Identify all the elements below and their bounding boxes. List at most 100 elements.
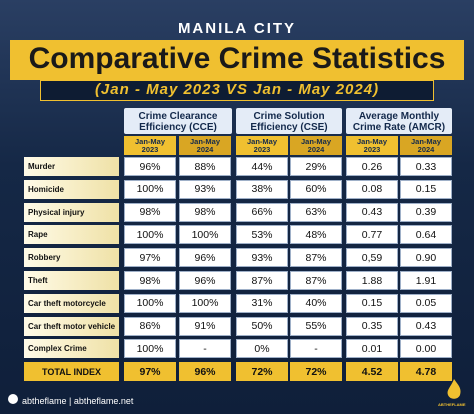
value-cell: 96% xyxy=(179,248,231,268)
value-cell: 50% xyxy=(236,316,288,336)
value-cell: 0.01 xyxy=(346,339,398,359)
text-line: 2024 xyxy=(417,145,435,154)
value-cell: 48% xyxy=(290,225,342,245)
subtitle-bar xyxy=(40,80,434,101)
value-cell: 1.91 xyxy=(400,271,452,290)
footer-handle: abtheflame | abtheflame.net xyxy=(22,396,134,406)
total-cell: 72% xyxy=(290,362,342,382)
value-cell: 97% xyxy=(124,248,176,268)
value-cell: 1.88 xyxy=(346,271,398,290)
period-header: Jan-May 2024 xyxy=(290,136,342,155)
group-header: Average Monthly Crime Rate (AMCR) xyxy=(346,108,452,134)
value-cell: 88% xyxy=(179,157,231,176)
text-line: Jan-May xyxy=(134,137,165,146)
value-cell: 63% xyxy=(290,202,342,222)
value-cell: 98% xyxy=(124,202,176,222)
total-cell: 72% xyxy=(236,362,288,382)
row-label: Rape xyxy=(24,225,119,245)
value-cell: 93% xyxy=(179,179,231,199)
text-line: 2024 xyxy=(307,145,325,154)
value-cell: - xyxy=(290,339,342,359)
total-cell: 97% xyxy=(124,362,176,382)
value-cell: 93% xyxy=(236,248,288,268)
text-line: Crime Clearance xyxy=(138,111,218,122)
value-cell: 0.15 xyxy=(400,179,452,199)
period-header: Jan-May 2023 xyxy=(346,136,398,155)
value-cell: 96% xyxy=(124,157,176,176)
row-label: Car theft motor vehicle xyxy=(24,316,119,336)
value-cell: 0.00 xyxy=(400,339,452,359)
subtitle: (Jan - May 2023 VS Jan - May 2024) xyxy=(94,81,380,98)
title-bar xyxy=(10,40,464,80)
total-cell: 4.52 xyxy=(346,362,398,382)
value-cell: 60% xyxy=(290,179,342,199)
value-cell: 91% xyxy=(179,316,231,336)
value-cell: 100% xyxy=(179,293,231,313)
row-label: Homicide xyxy=(24,179,119,199)
value-cell: 100% xyxy=(179,225,231,245)
total-label: TOTAL INDEX xyxy=(24,362,119,382)
value-cell: 0% xyxy=(236,339,288,359)
row-label: Theft xyxy=(24,271,119,290)
text-line: 2024 xyxy=(196,145,214,154)
text-line: Efficiency (CSE) xyxy=(250,122,328,133)
value-cell: - xyxy=(179,339,231,359)
text-line: 2023 xyxy=(253,145,271,154)
text-line: 2023 xyxy=(363,145,381,154)
value-cell: 100% xyxy=(124,339,176,359)
row-label: Car theft motorcycle xyxy=(24,293,119,313)
value-cell: 96% xyxy=(179,271,231,290)
value-cell: 31% xyxy=(236,293,288,313)
value-cell: 0.08 xyxy=(346,179,398,199)
text-line: Jan-May xyxy=(189,137,220,146)
period-header: Jan-May 2023 xyxy=(124,136,176,155)
value-cell: 87% xyxy=(236,271,288,290)
value-cell: 66% xyxy=(236,202,288,222)
text-line: Crime Solution xyxy=(253,111,325,122)
value-cell: 0.77 xyxy=(346,225,398,245)
value-cell: 0,59 xyxy=(346,248,398,268)
social-icons xyxy=(8,394,18,404)
text-line: 2023 xyxy=(141,145,159,154)
period-header: Jan-May 2024 xyxy=(179,136,231,155)
text-line: Jan-May xyxy=(356,137,387,146)
text-line: Jan-May xyxy=(410,137,441,146)
text-line: Crime Rate (AMCR) xyxy=(352,122,446,133)
period-header: Jan-May 2024 xyxy=(400,136,452,155)
value-cell: 100% xyxy=(124,179,176,199)
text-line: Average Monthly xyxy=(358,111,440,122)
text-line: Jan-May xyxy=(246,137,277,146)
row-label: Murder xyxy=(24,157,119,176)
value-cell: 0.26 xyxy=(346,157,398,176)
value-cell: 87% xyxy=(290,248,342,268)
value-cell: 53% xyxy=(236,225,288,245)
value-cell: 98% xyxy=(179,202,231,222)
value-cell: 40% xyxy=(290,293,342,313)
row-label: Physical injury xyxy=(24,202,119,222)
total-cell: 4.78 xyxy=(400,362,452,382)
value-cell: 0.35 xyxy=(346,316,398,336)
value-cell: 100% xyxy=(124,225,176,245)
flame-icon xyxy=(447,379,461,399)
value-cell: 55% xyxy=(290,316,342,336)
logo-text: ABTHEFLAME xyxy=(438,402,466,407)
value-cell: 0.39 xyxy=(400,202,452,222)
city: MANILA CITY xyxy=(177,20,297,37)
title: Comparative Crime Statistics xyxy=(28,42,446,75)
value-cell: 87% xyxy=(290,271,342,290)
value-cell: 0.05 xyxy=(400,293,452,313)
value-cell: 0.15 xyxy=(346,293,398,313)
value-cell: 0.90 xyxy=(400,248,452,268)
group-header: Crime Clearance Efficiency (CCE) xyxy=(124,108,232,134)
text-line: Efficiency (CCE) xyxy=(139,122,217,133)
value-cell: 38% xyxy=(236,179,288,199)
group-header: Crime Solution Efficiency (CSE) xyxy=(236,108,342,134)
period-header: Jan-May 2023 xyxy=(236,136,288,155)
row-label: Robbery xyxy=(24,248,119,268)
value-cell: 0.33 xyxy=(400,157,452,176)
value-cell: 29% xyxy=(290,157,342,176)
value-cell: 86% xyxy=(124,316,176,336)
value-cell: 98% xyxy=(124,271,176,290)
total-cell: 96% xyxy=(179,362,231,382)
